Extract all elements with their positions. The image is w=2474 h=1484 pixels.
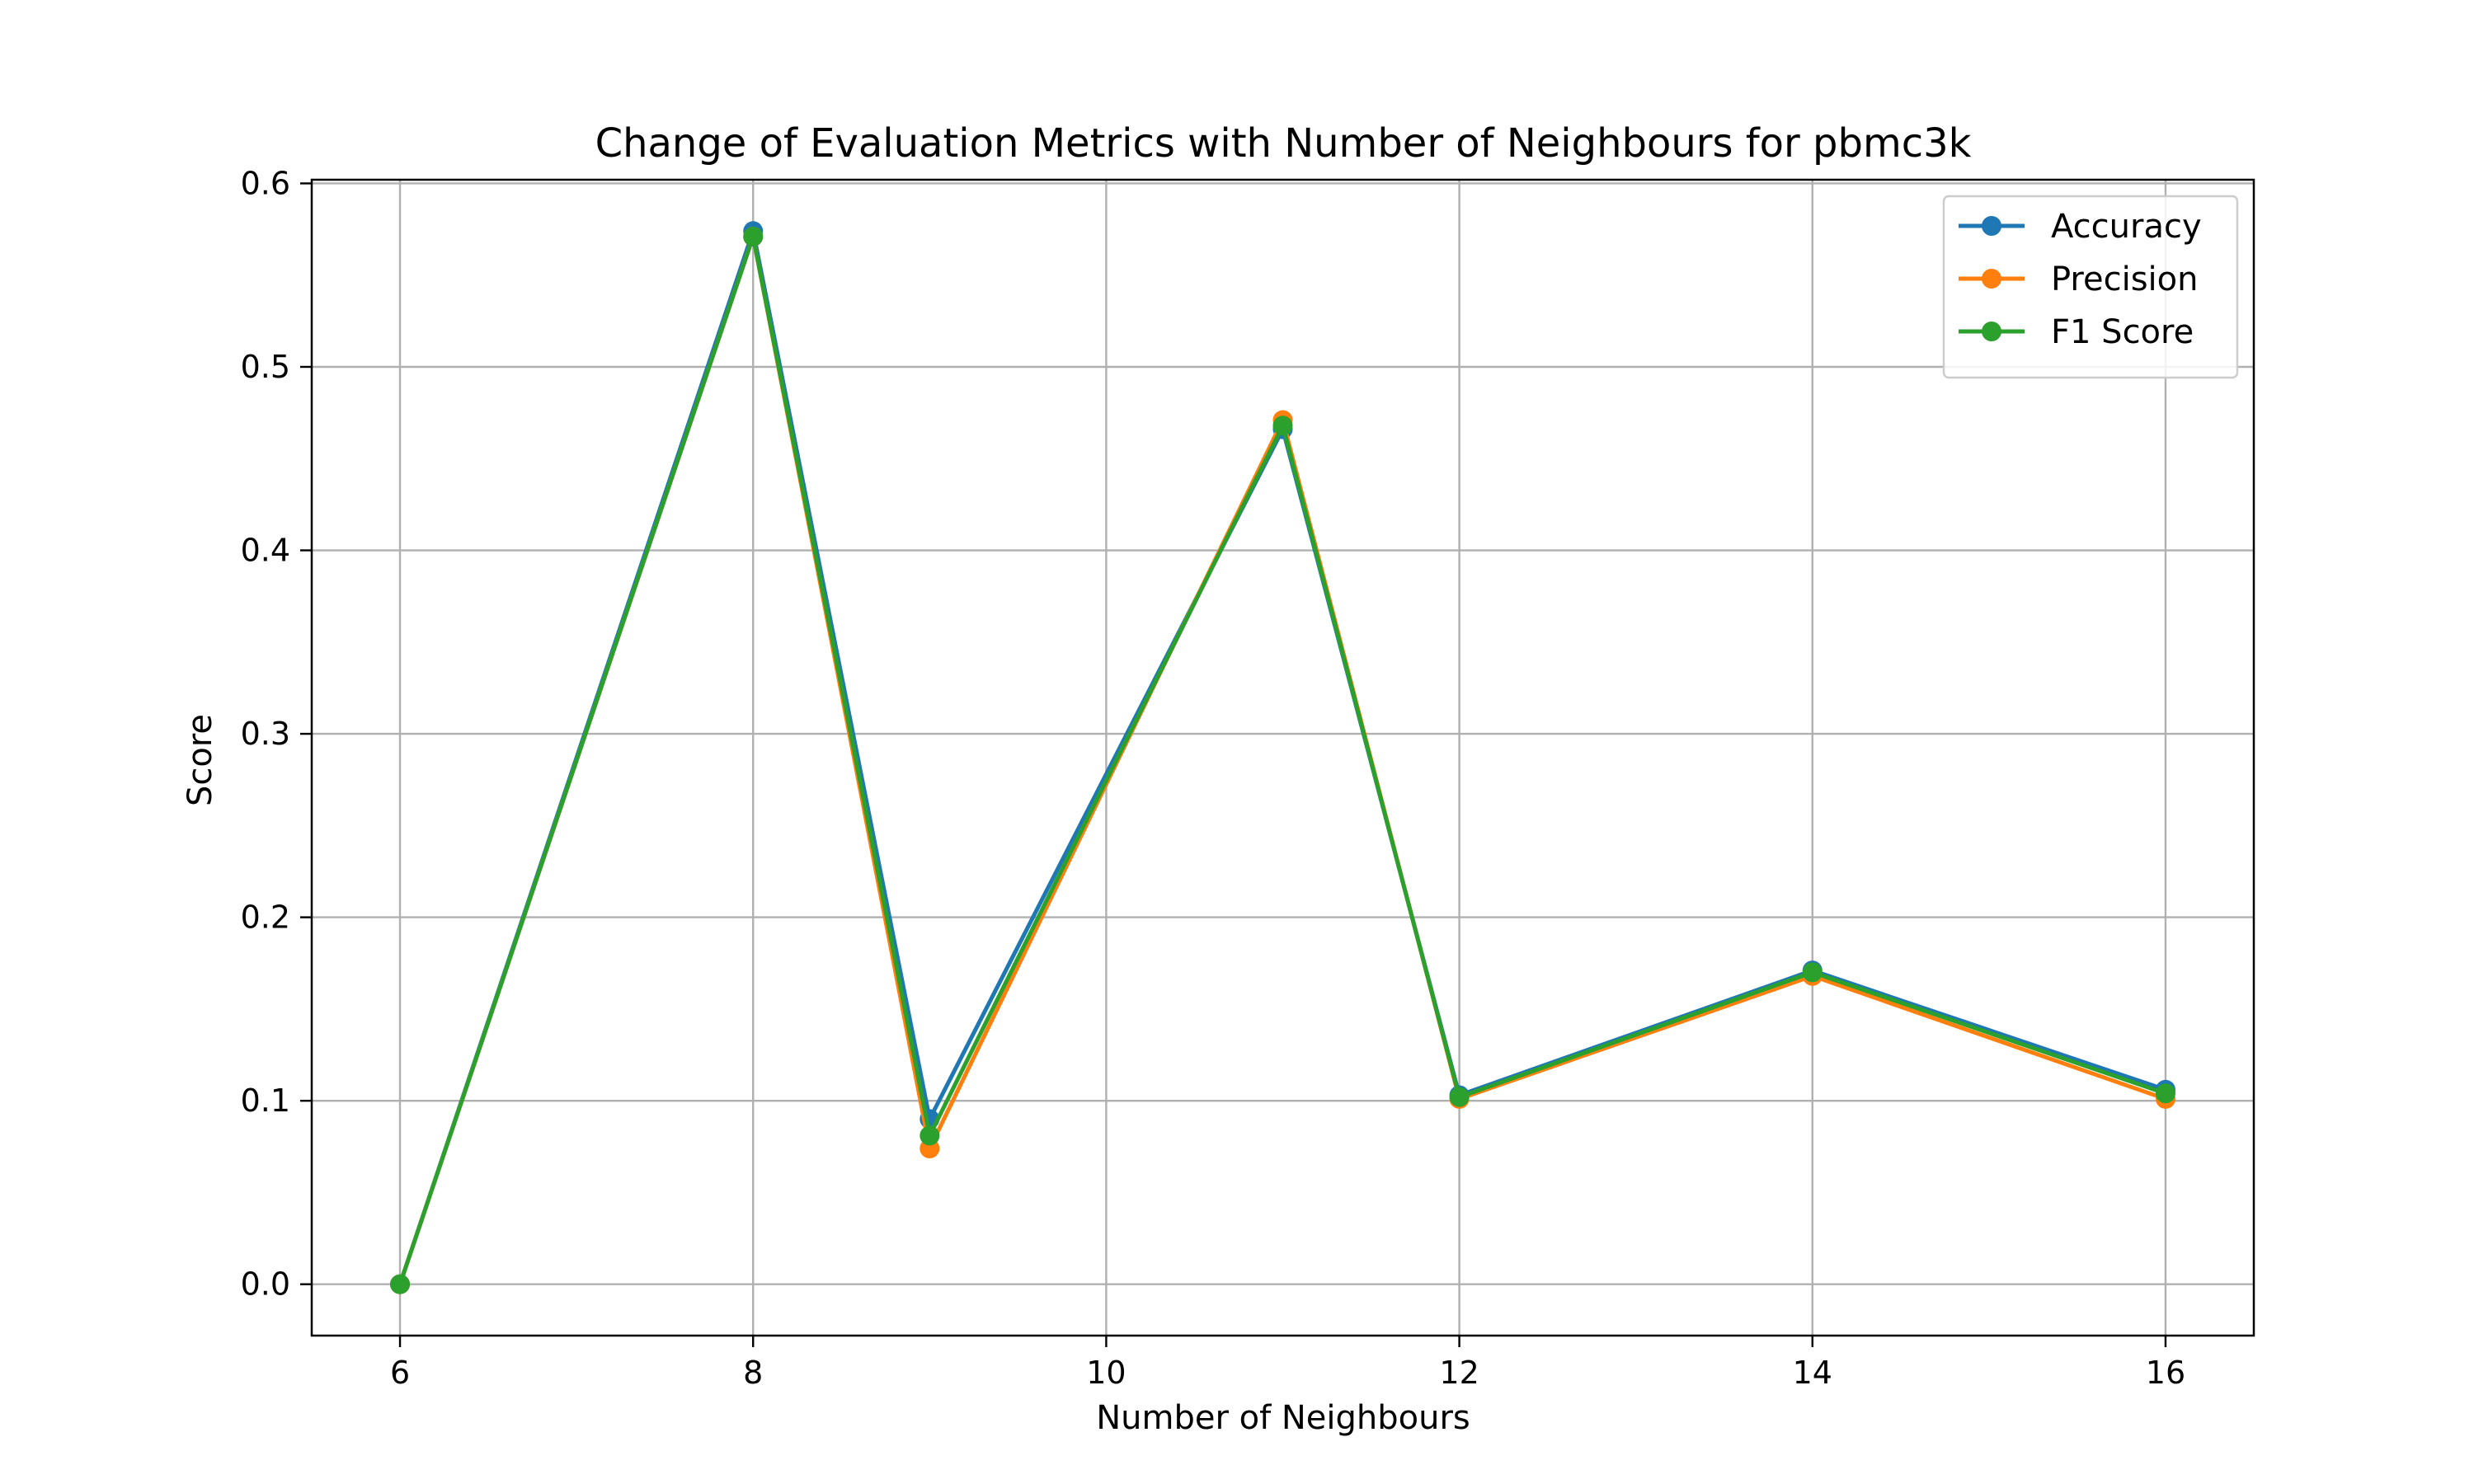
legend-swatch-marker [1982, 216, 2001, 236]
data-point-f1-score [920, 1125, 940, 1146]
legend: Accuracy Precision F1 Score [1942, 195, 2239, 379]
y-tick-label: 0.4 [241, 533, 290, 569]
data-point-f1-score [1802, 962, 1823, 983]
data-point-f1-score [743, 226, 764, 247]
legend-label: Precision [2051, 261, 2198, 298]
legend-label: Accuracy [2051, 208, 2202, 246]
y-tick-label: 0.2 [241, 899, 290, 936]
legend-item-accuracy: Accuracy [1959, 208, 2202, 246]
y-tick-label: 0.1 [241, 1082, 290, 1119]
data-point-f1-score [2155, 1083, 2175, 1104]
y-tick-label: 0.6 [241, 165, 290, 201]
legend-item-f1-score: F1 Score [1959, 313, 2194, 351]
data-point-f1-score [390, 1274, 411, 1294]
y-tick-label: 0.0 [241, 1266, 290, 1303]
y-axis-label: Score [181, 714, 219, 806]
x-tick-label: 12 [1439, 1355, 1479, 1391]
grid [312, 180, 2254, 1336]
x-axis-ticks: 6 8 10 12 14 16 [390, 1336, 2185, 1391]
chart-title: Change of Evaluation Metrics with Number… [595, 120, 1972, 167]
legend-swatch-marker [1982, 322, 2001, 341]
series-layer [390, 221, 2175, 1294]
x-tick-label: 10 [1086, 1355, 1126, 1391]
legend-swatch-marker [1982, 269, 2001, 289]
data-point-f1-score [1449, 1087, 1470, 1107]
data-point-f1-score [1272, 416, 1293, 436]
x-axis-label: Number of Neighbours [1096, 1399, 1470, 1437]
y-tick-label: 0.5 [241, 349, 290, 385]
plot-frame [310, 178, 2255, 1337]
y-axis-ticks: 0.0 0.1 0.2 0.3 0.4 0.5 0.6 [241, 165, 312, 1303]
series-f1-score [390, 226, 2175, 1294]
x-tick-label: 16 [2146, 1355, 2185, 1391]
x-tick-label: 6 [390, 1355, 410, 1391]
x-tick-label: 8 [743, 1355, 763, 1391]
legend-label: F1 Score [2051, 313, 2194, 351]
x-tick-label: 14 [1793, 1355, 1832, 1391]
legend-item-precision: Precision [1959, 261, 2198, 298]
y-tick-label: 0.3 [241, 716, 290, 752]
